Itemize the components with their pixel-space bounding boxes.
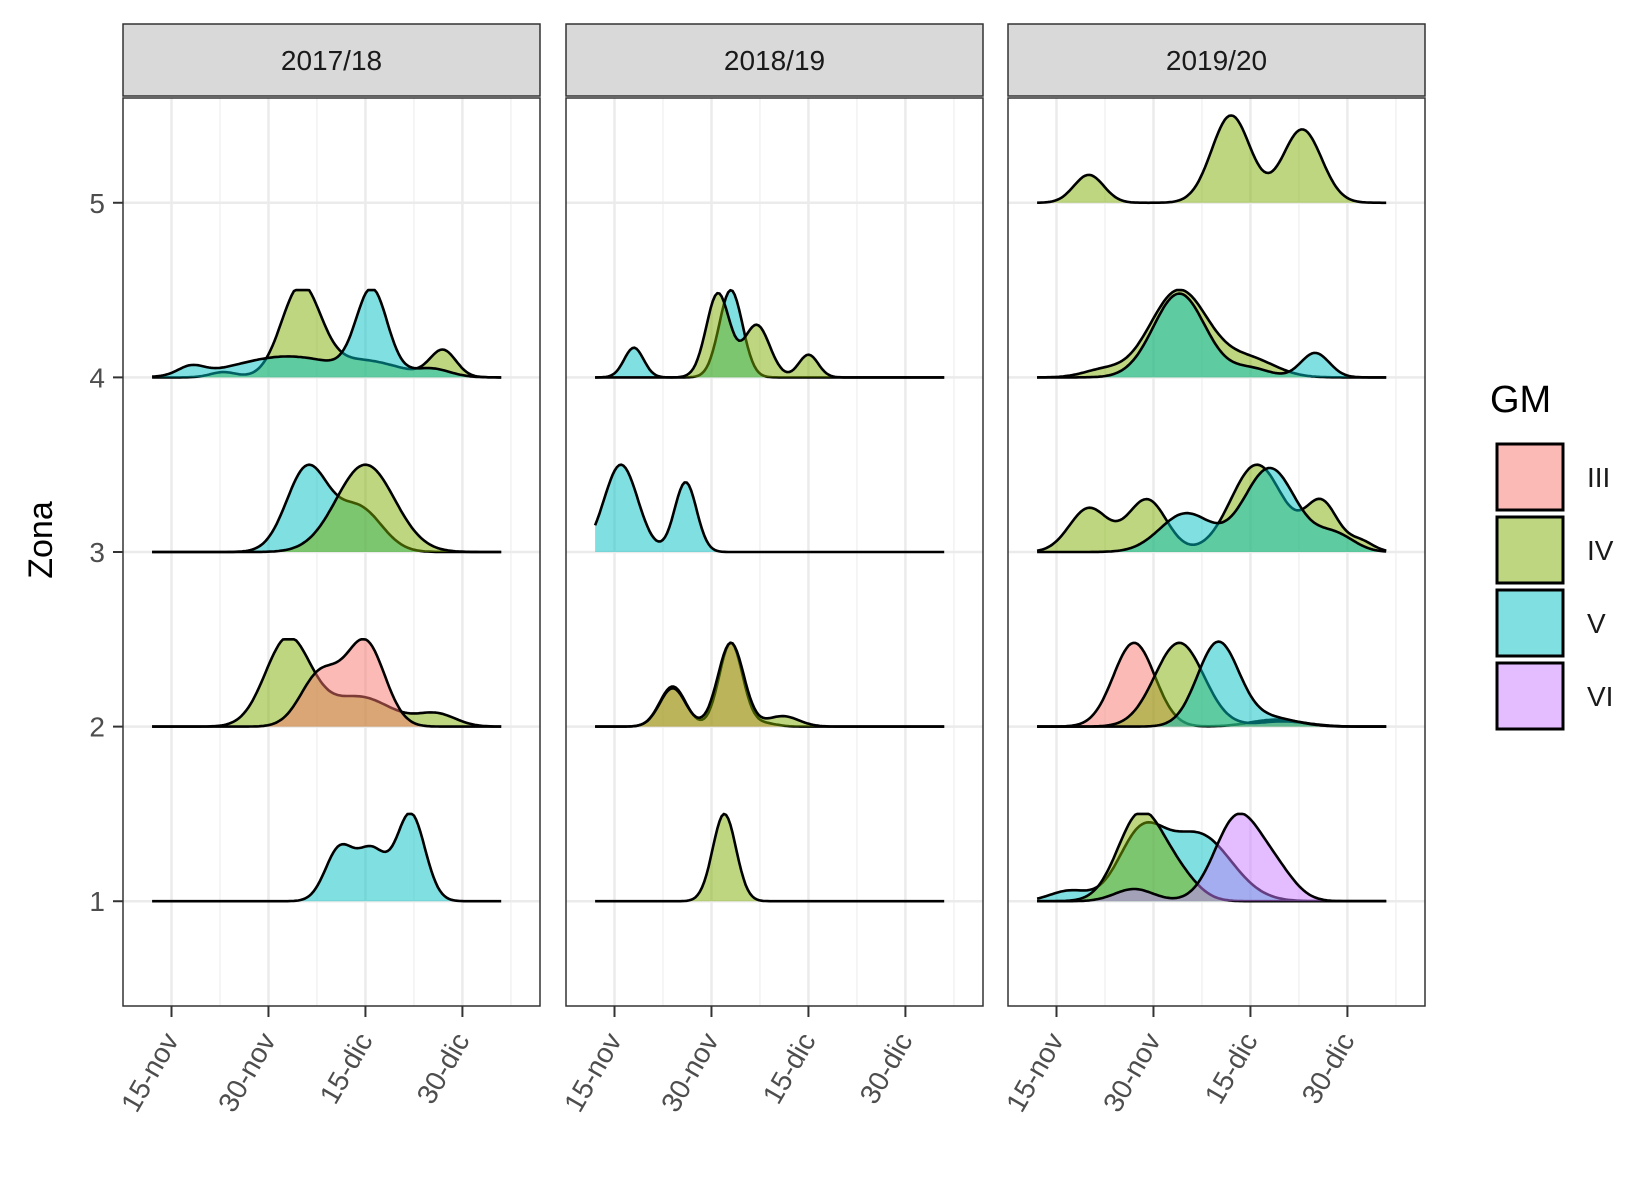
ridge-line-zona5-IV [1037,114,1387,205]
ridge-area-zona4-V [152,290,502,378]
ridge-line-zona1-V [152,812,502,903]
legend-swatch [1495,515,1565,585]
ridge-area-zona1-VI [1037,813,1387,902]
ridge-area-zona4-IV [595,293,945,378]
facet-strip [1007,23,1426,97]
panel-border [1007,97,1426,1007]
legend: GM III IV V VI [1490,379,1614,731]
ridge-area-zona4-V [595,290,945,378]
y-tick-label: 3 [89,537,105,568]
facet-strip-label: 2017/18 [281,45,382,76]
legend-label: III [1587,462,1610,493]
legend-label: IV [1587,535,1614,566]
ridge-area-zona5-IV [1037,115,1387,203]
ridge-line-zona4-V [152,288,502,379]
facet-strip-label: 2018/19 [724,45,825,76]
legend-swatch [1495,588,1565,658]
ridge-line-zona3-V [1037,466,1387,554]
legend-title: GM [1490,379,1551,421]
ridge-area-zona2-IV [595,642,945,727]
ridge-line-zona4-V [1037,292,1387,379]
ridge-line-zona3-V [593,463,945,554]
facet-strip-label: 2019/20 [1166,45,1267,76]
legend-item-IV: IV [1495,515,1614,585]
facet-strip [122,23,541,97]
ridge-area-zona3-V [1037,468,1387,552]
ridge-area-zona4-IV [152,290,502,378]
legend-swatch [1495,442,1565,512]
ridge-area-zona2-III [1037,642,1387,727]
ridge-area-zona2-III [152,639,502,727]
y-tick-label: 5 [89,188,105,219]
ridge-line-zona1-VI [1037,812,1387,903]
ridge-line-zona1-IV [595,812,945,903]
legend-label: VI [1587,681,1613,712]
ridge-line-zona3-IV [152,463,502,554]
legend-swatch [1495,661,1565,731]
panel-border [565,97,984,1007]
ridge-area-zona1-V [152,813,502,902]
y-axis-title: Zona [22,501,60,579]
ridge-area-zona3-IV [152,464,502,552]
ridge-area-zona4-V [1037,293,1387,378]
legend-item-V: V [1495,588,1606,658]
facet-strip [565,23,984,97]
ridge-line-zona4-IV [595,291,945,379]
ridge-area-zona4-IV [1037,290,1387,378]
ridge-area-zona3-V [152,464,502,552]
y-tick-label: 1 [89,886,105,917]
y-tick-label: 4 [89,362,105,393]
y-tick-label: 2 [89,712,105,743]
legend-label: V [1587,608,1606,639]
ridge-line-zona2-III [152,638,502,728]
legend-item-VI: VI [1495,661,1613,731]
ridge-line-zona2-IV [595,641,945,728]
legend-item-III: III [1495,442,1610,512]
ridge-area-zona2-V [1037,641,1387,727]
ridge-line-zona2-V [1037,640,1387,728]
